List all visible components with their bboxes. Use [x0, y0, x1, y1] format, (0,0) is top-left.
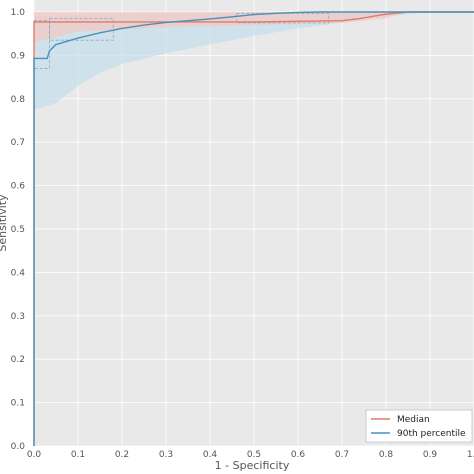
- confidence-bands: [34, 12, 474, 110]
- band-median: [34, 12, 474, 43]
- x-axis-title: 1 - Specificity: [215, 459, 290, 472]
- legend-label-median: Median: [397, 415, 430, 425]
- x-tick-label: 0.7: [335, 450, 349, 460]
- y-tick-label: 0.5: [11, 225, 25, 235]
- roc-curves: [33, 11, 474, 446]
- y-tick-label: 0.6: [11, 182, 26, 192]
- x-tick-label: 0.9: [423, 450, 438, 460]
- x-tick-label: 0.3: [159, 450, 173, 460]
- y-tick-label: 1.0: [11, 8, 26, 18]
- legend-box: [365, 409, 473, 443]
- y-tick-label: 0.9: [11, 51, 26, 61]
- x-tick-label: 1.0: [467, 450, 474, 460]
- y-tick-label: 0.8: [11, 95, 26, 105]
- y-axis-title: Sensitivity: [0, 194, 9, 252]
- grid: [33, 0, 474, 447]
- y-tick-label: 0.4: [11, 268, 26, 278]
- x-tick-label: 0.8: [379, 450, 394, 460]
- y-tick-label: 0.3: [11, 312, 25, 322]
- band-percentile: [34, 12, 474, 110]
- x-tick-label: 0.4: [203, 450, 218, 460]
- x-tick-label: 0.0: [27, 450, 42, 460]
- y-tick-label: 0.0: [11, 442, 26, 452]
- dashed-zoom-box: [49, 18, 114, 41]
- y-tick-label: 0.1: [11, 399, 25, 409]
- x-tick-label: 0.5: [247, 450, 261, 460]
- y-tick-label: 0.2: [11, 355, 25, 365]
- tick-labels: 0.0 0.1 0.2 0.3 0.4 0.5 0.6 0.7 0.8 0.9 1.0 0.0 0.1 0…: [11, 8, 474, 460]
- y-tick-label: 0.7: [11, 138, 25, 148]
- x-tick-label: 0.2: [115, 450, 129, 460]
- series-line-percentile: [33, 11, 474, 446]
- series-line-median: [33, 11, 474, 446]
- legend-label-percentile: 90th percentile: [397, 429, 466, 439]
- legend: Median 90th percentile: [365, 409, 473, 443]
- x-tick-label: 0.6: [291, 450, 306, 460]
- x-tick-label: 0.1: [71, 450, 85, 460]
